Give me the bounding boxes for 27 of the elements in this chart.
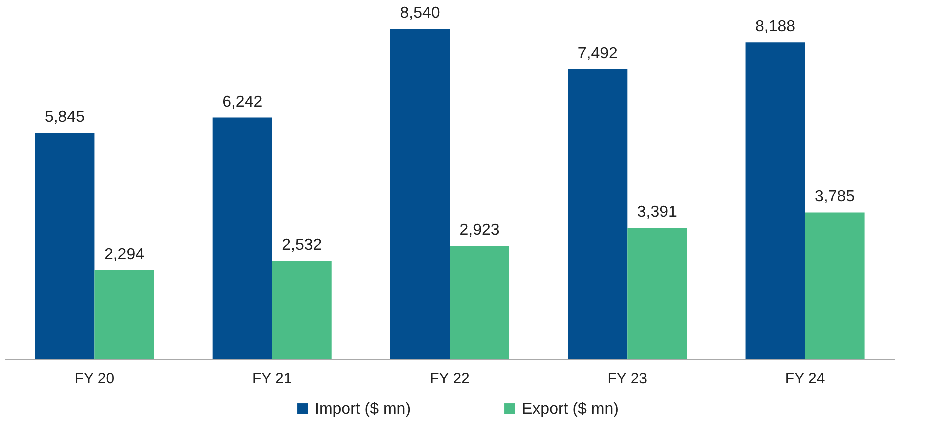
x-tick-label: FY 22 <box>430 370 470 388</box>
data-label: 2,294 <box>104 246 145 264</box>
data-label: 7,492 <box>578 45 618 62</box>
bar <box>746 42 806 359</box>
bar <box>212 118 272 359</box>
bar <box>272 261 332 359</box>
data-label: 8,540 <box>400 5 440 22</box>
data-label: 3,391 <box>637 204 678 221</box>
data-label: 3,785 <box>815 188 856 206</box>
x-tick-label: FY 24 <box>785 370 826 388</box>
x-tick-label: FY 21 <box>252 370 292 388</box>
legend-label: Export ($ mn) <box>522 401 619 418</box>
data-label: 2,923 <box>460 222 500 240</box>
bar <box>450 246 510 359</box>
bar <box>390 29 450 359</box>
bar <box>94 270 154 359</box>
data-label: 6,242 <box>222 94 263 111</box>
x-tick-label: FY 23 <box>608 370 648 388</box>
bar <box>805 212 865 359</box>
data-label: 8,188 <box>756 18 796 36</box>
bar <box>628 228 688 359</box>
data-label: 5,845 <box>44 109 86 126</box>
x-tick-label: FY 20 <box>74 370 115 388</box>
bar <box>568 69 628 359</box>
data-label: 2,532 <box>282 237 322 254</box>
bar <box>35 133 95 359</box>
legend-label: Import ($ mn) <box>315 401 412 418</box>
